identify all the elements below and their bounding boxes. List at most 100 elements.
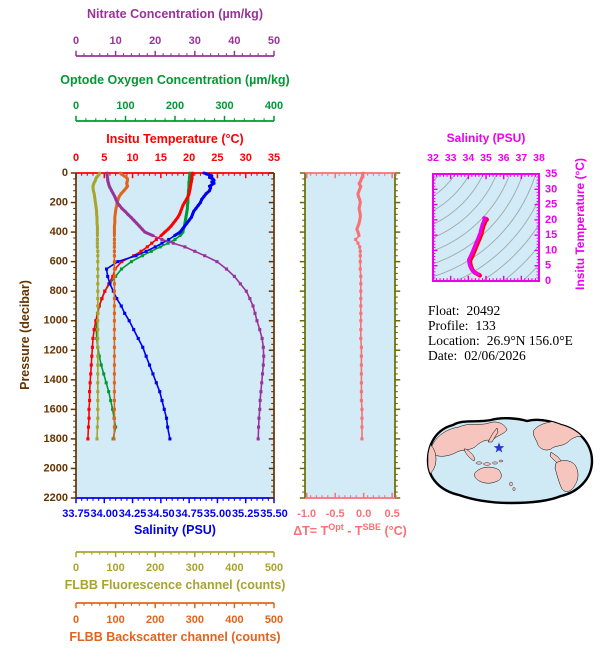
tick-label: 36 bbox=[498, 152, 510, 164]
marker-delta-t bbox=[359, 184, 363, 188]
marker-backscatter bbox=[113, 230, 116, 234]
marker-salinity bbox=[154, 381, 158, 385]
map-island bbox=[498, 459, 504, 463]
marker-oxygen bbox=[185, 213, 188, 216]
marker-salinity bbox=[208, 189, 211, 193]
marker-backscatter bbox=[125, 180, 129, 184]
marker-nitrate bbox=[261, 363, 265, 367]
marker-backscatter bbox=[112, 267, 116, 271]
marker-fluorescence bbox=[96, 354, 100, 358]
marker-delta-t bbox=[358, 245, 362, 249]
marker-backscatter bbox=[114, 210, 117, 213]
tick-label: 5 bbox=[101, 152, 107, 164]
marker-nitrate bbox=[132, 218, 136, 222]
marker-delta-t bbox=[360, 416, 364, 420]
tick-label: 800 bbox=[50, 285, 68, 297]
marker-fluorescence bbox=[94, 177, 98, 181]
marker-temperature bbox=[89, 363, 93, 367]
marker-salinity bbox=[183, 224, 186, 228]
marker-nitrate bbox=[106, 177, 109, 181]
map-island bbox=[475, 461, 483, 465]
marker-backscatter bbox=[115, 204, 119, 207]
marker-temperature bbox=[180, 207, 184, 210]
info-location: Location: 26.9°N 156.0°E bbox=[428, 333, 573, 348]
marker-oxygen bbox=[188, 174, 192, 178]
ts-curve bbox=[467, 216, 488, 277]
marker-backscatter bbox=[113, 218, 117, 222]
marker-nitrate bbox=[253, 311, 257, 315]
marker-delta-t bbox=[360, 407, 364, 411]
marker-salinity bbox=[166, 425, 170, 429]
marker-temperature bbox=[166, 227, 170, 231]
marker-backscatter bbox=[116, 198, 120, 201]
marker-temperature bbox=[172, 221, 175, 225]
salinity-axis-title: Salinity (PSU) bbox=[134, 523, 216, 537]
marker-backscatter bbox=[112, 437, 116, 441]
marker-delta-t bbox=[358, 254, 362, 258]
marker-nitrate bbox=[262, 354, 266, 358]
tick-label: 0 bbox=[73, 152, 79, 164]
marker-salinity bbox=[160, 241, 164, 245]
marker-fluorescence bbox=[95, 176, 98, 179]
marker-temperature bbox=[92, 328, 96, 332]
marker-temperature bbox=[190, 174, 194, 178]
map-continent bbox=[572, 421, 587, 428]
tick-label: 600 bbox=[50, 256, 68, 268]
marker-salinity bbox=[167, 237, 171, 242]
marker-nitrate bbox=[260, 381, 264, 385]
marker-backscatter bbox=[112, 289, 116, 293]
tick-label: 2200 bbox=[44, 492, 68, 504]
marker-delta-t bbox=[359, 304, 363, 308]
marker-fluorescence bbox=[94, 204, 98, 207]
marker-salinity bbox=[141, 345, 145, 349]
tick-label: 25 bbox=[211, 152, 223, 164]
map-continent bbox=[429, 421, 508, 457]
marker-oxygen bbox=[129, 260, 133, 264]
marker-backscatter bbox=[112, 328, 116, 332]
marker-nitrate bbox=[107, 184, 111, 188]
marker-fluorescence bbox=[95, 425, 99, 429]
marker-delta-t bbox=[356, 192, 360, 195]
marker-delta-t bbox=[356, 230, 360, 234]
marker-fluorescence bbox=[92, 192, 96, 195]
tick-label: 34.00 bbox=[91, 508, 119, 520]
marker-fluorescence bbox=[94, 179, 97, 182]
marker-nitrate bbox=[113, 195, 117, 198]
tick-label: 30 bbox=[240, 152, 252, 164]
marker-backscatter bbox=[124, 176, 128, 179]
marker-nitrate bbox=[183, 245, 187, 249]
marker-backscatter bbox=[113, 227, 116, 231]
marker-nitrate bbox=[257, 416, 261, 420]
marker-salinity bbox=[210, 183, 214, 187]
tick-label: 38 bbox=[533, 152, 545, 164]
marker-salinity bbox=[209, 186, 212, 190]
marker-temperature bbox=[86, 425, 90, 429]
marker-salinity bbox=[108, 282, 112, 286]
marker-fluorescence bbox=[92, 183, 95, 187]
marker-backscatter bbox=[113, 221, 117, 225]
marker-temperature bbox=[120, 260, 124, 264]
marker-salinity bbox=[192, 210, 195, 213]
tick-label: 10 bbox=[545, 244, 557, 256]
tick-label: 400 bbox=[50, 226, 68, 238]
marker-backscatter bbox=[112, 425, 116, 429]
marker-fluorescence bbox=[96, 260, 100, 264]
marker-salinity bbox=[160, 398, 164, 403]
marker-salinity bbox=[164, 416, 169, 420]
marker-backscatter bbox=[123, 174, 126, 178]
marker-fluorescence bbox=[95, 218, 99, 222]
marker-oxygen bbox=[186, 201, 190, 204]
marker-backscatter bbox=[113, 216, 117, 219]
marker-nitrate bbox=[126, 213, 130, 216]
tick-label: 15 bbox=[545, 229, 557, 241]
marker-nitrate bbox=[107, 182, 110, 185]
marker-nitrate bbox=[255, 319, 259, 323]
ts-panel-background bbox=[433, 174, 539, 281]
marker-temperature bbox=[174, 218, 177, 222]
marker-nitrate bbox=[238, 282, 242, 286]
marker-temperature bbox=[189, 183, 193, 187]
marker-delta-t bbox=[360, 176, 364, 179]
marker-oxygen bbox=[158, 245, 162, 249]
marker-salinity bbox=[127, 319, 131, 323]
marker-delta-t bbox=[357, 189, 361, 193]
